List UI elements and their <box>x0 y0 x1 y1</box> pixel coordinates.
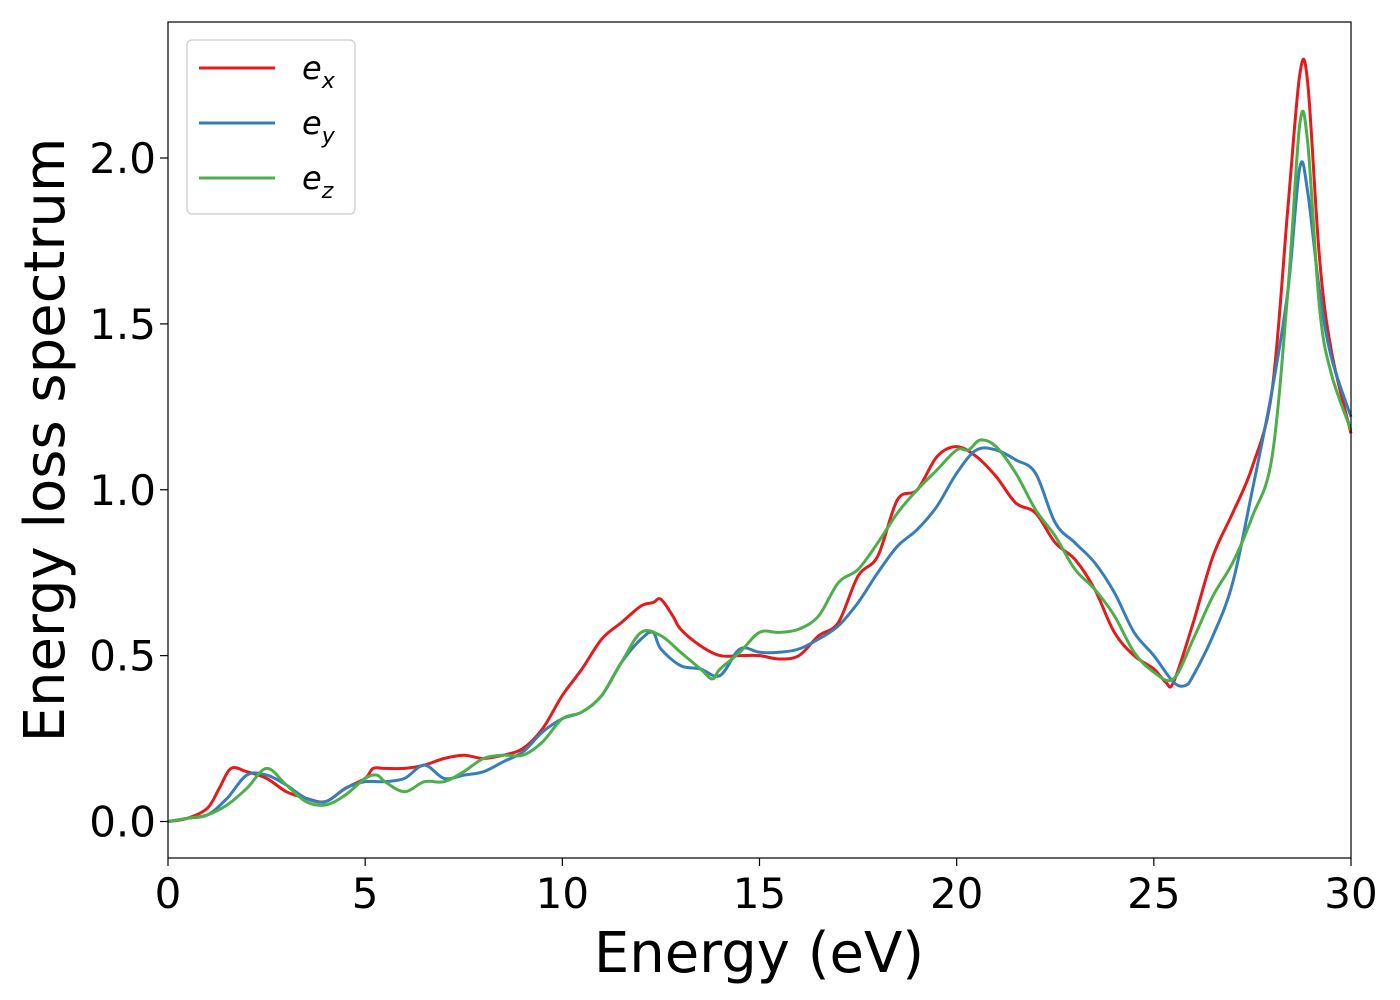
legend-label-ex: ex <box>302 49 336 94</box>
x-axis-title: Energy (eV) <box>594 921 924 986</box>
legend: ex ey ez <box>186 39 356 215</box>
x-tick-label: 10 <box>536 869 589 918</box>
x-tick-label: 15 <box>733 869 786 918</box>
plot-area <box>167 57 1353 823</box>
legend-frame <box>186 39 356 215</box>
x-tick-label: 0 <box>155 869 182 918</box>
y-tick-label: 1.5 <box>89 300 156 349</box>
y-tick-label: 0.5 <box>89 632 156 681</box>
x-tick-label: 30 <box>1324 869 1377 918</box>
y-tick-label: 1.0 <box>89 466 156 515</box>
axis-ticks: 0 5 10 15 20 25 30 0.0 0.5 1.0 1.5 2.0 <box>89 134 1378 918</box>
x-tick-label: 5 <box>352 869 379 918</box>
legend-label-ey: ey <box>302 104 336 149</box>
series-line-ex <box>167 57 1353 823</box>
x-tick-label: 20 <box>930 869 983 918</box>
y-tick-label: 2.0 <box>89 134 156 183</box>
y-axis-title: Energy loss spectrum <box>13 138 78 743</box>
series-line-ez <box>167 109 1353 823</box>
x-tick-label: 25 <box>1127 869 1180 918</box>
y-tick-label: 0.0 <box>89 798 156 847</box>
legend-label-ez: ez <box>302 159 334 204</box>
